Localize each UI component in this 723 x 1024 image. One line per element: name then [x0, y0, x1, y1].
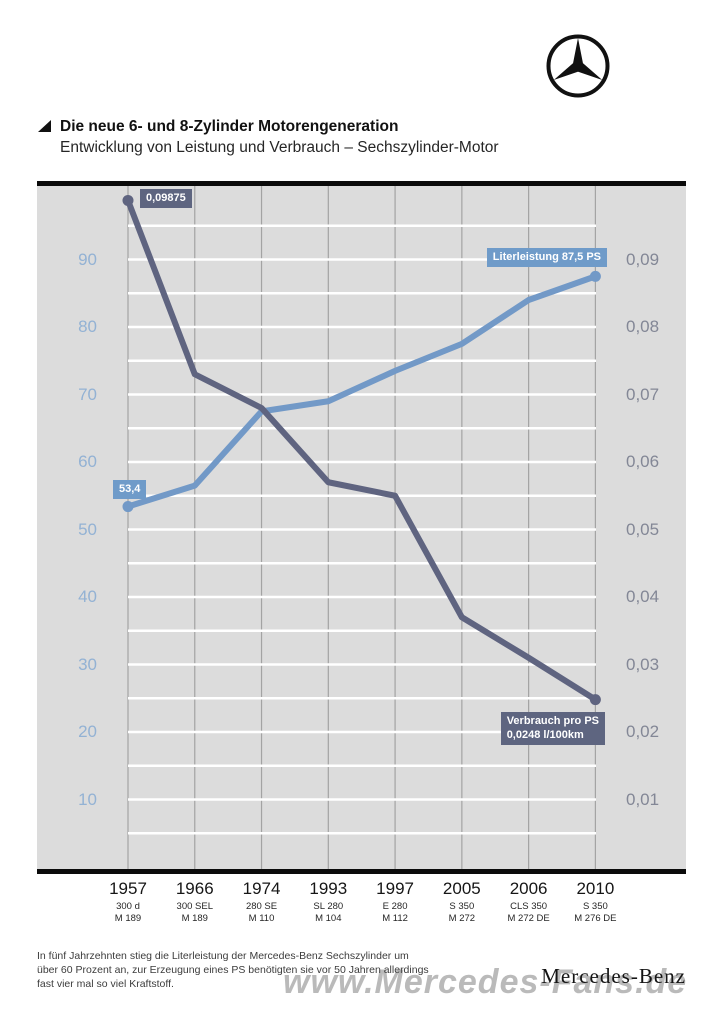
- x-category-model: CLS 350: [510, 901, 548, 912]
- x-category-engine: M 272 DE: [507, 913, 550, 924]
- triangle-bullet-icon: [38, 120, 51, 132]
- x-category-model: 300 SEL: [176, 901, 213, 912]
- x-category-year: 1966: [175, 879, 214, 898]
- left-axis-tick: 70: [78, 384, 97, 404]
- consumption-start-value-badge: 0,09875: [140, 189, 192, 208]
- mercedes-star-logo: [546, 34, 610, 98]
- left-axis-tick: 60: [78, 452, 97, 471]
- left-axis-tick: 90: [78, 249, 97, 269]
- power-start-value-badge: 53,4: [113, 480, 147, 499]
- x-category-year: 2005: [442, 879, 481, 898]
- x-category: 1997 E 280 M 112: [355, 879, 435, 925]
- caption-line: fast vier mal so viel Kraftstoff.: [37, 978, 174, 990]
- x-category-model: 280 SE: [245, 901, 278, 912]
- x-category: 1974 280 SE M 110: [222, 879, 302, 925]
- x-category-model: E 280: [382, 901, 408, 912]
- x-category-year: 1993: [309, 879, 348, 898]
- data-point-dot: [122, 501, 134, 513]
- series-line: [125, 197, 599, 703]
- page-subtitle: Entwicklung von Leistung und Verbrauch –…: [60, 139, 499, 156]
- left-axis-tick: 10: [78, 789, 97, 809]
- right-axis-tick: 0,01: [626, 789, 660, 809]
- right-axis-tick: 0,06: [626, 452, 660, 471]
- chart-bottom-rule: [37, 869, 686, 874]
- chart-plot-area: 90 80 70 60 50 40 30 20 10 0,09 0,08 0,07 0,06 0,05 0…: [37, 186, 686, 869]
- x-category-engine: M 272: [448, 913, 476, 924]
- x-category: 1993 SL 280 M 104: [288, 879, 368, 925]
- left-axis-tick: 40: [78, 587, 97, 606]
- x-category-engine: M 110: [248, 913, 275, 924]
- x-category: 2005 S 350 M 272: [422, 879, 502, 925]
- power-end-label-badge: Literleistung 87,5 PS: [486, 248, 607, 267]
- x-category: 1966 300 SEL M 189: [155, 879, 235, 925]
- caption-line: In fünf Jahrzehnten stieg die Literleist…: [37, 950, 409, 962]
- line-chart: [122, 186, 601, 869]
- data-point-dot: [589, 270, 601, 282]
- data-point-dot: [589, 694, 601, 706]
- x-category-model: S 350: [582, 901, 608, 912]
- x-category-engine: M 189: [181, 913, 208, 924]
- watermark: www.Mercedes-Fans.de: [283, 963, 688, 1001]
- x-category-engine: M 276 DE: [574, 913, 617, 924]
- header-titles: Die neue 6- und 8-Zylinder Motorengenera…: [60, 117, 499, 157]
- consumption-end-label-line2: 0,0248 l/100km: [506, 729, 584, 741]
- x-category-year: 2010: [576, 879, 615, 898]
- chart-top-rule: [37, 181, 686, 186]
- caption-line: über 60 Prozent an, zur Erzeugung eines …: [37, 964, 429, 976]
- x-category-year: 1957: [109, 879, 147, 898]
- consumption-end-label-badge: Verbrauch pro PS 0,0248 l/100km: [500, 712, 605, 745]
- x-category-engine: M 104: [315, 913, 342, 924]
- right-axis-tick: 0,04: [626, 587, 660, 606]
- page-title: Die neue 6- und 8-Zylinder Motorengenera…: [60, 118, 399, 135]
- x-category-model: 300 d: [116, 901, 140, 912]
- series-line: [125, 273, 599, 510]
- x-category: 2010 S 350 M 276 DE: [555, 879, 635, 925]
- x-category: 2006 CLS 350 M 272 DE: [489, 879, 569, 925]
- x-category-year: 1974: [242, 879, 281, 898]
- right-axis-tick: 0,07: [626, 384, 660, 404]
- right-axis-tick: 0,03: [626, 654, 660, 674]
- right-axis-tick: 0,08: [626, 317, 660, 336]
- three-pointed-star-icon: [553, 38, 603, 80]
- right-axis-tick: 0,09: [626, 249, 660, 269]
- left-axis-tick: 50: [78, 519, 97, 539]
- x-category-year: 2006: [509, 879, 548, 898]
- x-category-engine: M 189: [114, 913, 142, 924]
- chart-caption: In fünf Jahrzehnten stieg die Literleist…: [37, 949, 429, 991]
- consumption-end-label-line1: Verbrauch pro PS: [506, 715, 599, 727]
- x-category-year: 1997: [376, 879, 414, 898]
- right-axis-tick: 0,05: [626, 519, 660, 539]
- header: Die neue 6- und 8-Zylinder Motorengenera…: [38, 117, 499, 157]
- mercedes-benz-wordmark: Mercedes-Benz: [541, 964, 686, 988]
- x-category-model: S 350: [449, 901, 475, 912]
- right-axis-tick: 0,02: [626, 722, 660, 741]
- data-point-dot: [122, 194, 134, 206]
- logo-ring: [546, 34, 610, 98]
- x-category-engine: M 112: [382, 913, 408, 924]
- left-axis-tick: 80: [78, 317, 97, 336]
- left-axis-tick: 20: [78, 722, 97, 741]
- left-axis-tick: 30: [78, 654, 97, 674]
- x-category-model: SL 280: [313, 901, 344, 912]
